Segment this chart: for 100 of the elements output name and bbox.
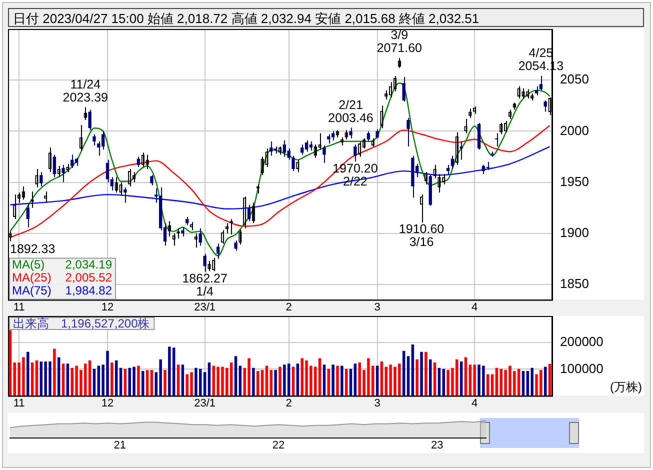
bar [137,366,140,396]
bar [208,362,211,396]
bar [460,361,463,396]
x-tick-label: 11 [13,397,25,410]
bar [35,360,38,396]
bar [344,368,348,396]
annotation: 2,005.52 [65,270,112,285]
bar [442,368,446,396]
annotation: 1910.60 3/16 [398,222,444,250]
bar [230,362,233,396]
y-tick-label: 2050 [560,72,589,87]
annotation: 11/24 2023.39 [62,77,108,104]
candlestick [544,100,547,112]
bar [473,364,476,396]
bar [340,366,344,396]
bar [234,356,238,396]
candlestick [106,159,110,183]
x-tick-label: 4 [472,397,478,410]
candlestick [92,134,96,146]
bar [181,364,184,396]
candlestick [181,226,184,237]
annotation: 2/21 2003.46 [328,98,374,125]
bar [119,368,122,396]
x-tick-label: 11 [13,301,25,314]
bar [203,372,206,396]
x-tick-label: 21 [114,439,126,452]
bar [433,362,436,396]
bar [349,368,352,396]
bar [287,364,290,396]
candlestick [300,144,304,156]
line-series [10,146,550,210]
bar [238,366,242,396]
bar [164,370,166,396]
y-tick-label: 1900 [560,224,589,240]
bar [172,348,176,396]
x-tick-label: 23/1 [194,301,216,314]
y-tick-label: 100000 [560,360,604,376]
x-tick-label: 22 [272,439,285,452]
bar [517,368,520,396]
candlestick [446,164,450,176]
candlestick [247,204,251,222]
candlestick [88,109,92,131]
x-tick-label: 2 [286,397,292,410]
y-axis-title: (万株) [610,380,642,394]
bar [327,368,330,396]
candlestick [198,228,202,246]
bar [110,362,114,396]
bar [424,352,428,396]
bar [283,364,286,396]
bar [296,364,300,396]
bar [332,364,334,396]
y-tick-label: 1950 [560,174,589,189]
annotation: 1892.33 [10,242,56,256]
bar [168,346,171,396]
candlestick [331,130,335,141]
bar [114,360,118,396]
candlestick [304,140,308,152]
candlestick [203,253,206,272]
bar [142,371,144,396]
bar [318,358,322,396]
candlestick [495,132,498,148]
line-series [10,124,550,238]
candlestick [234,240,238,252]
candlestick [406,117,410,148]
bar [124,368,127,396]
bar [190,372,193,396]
bar [30,362,34,396]
bar [406,356,410,396]
candlestick [282,140,286,158]
bar [548,364,552,396]
annotation: 1862.27 1/4 [182,272,228,299]
x-tick-label: 23 [431,439,444,452]
bar [380,361,384,396]
text: MA(5) [12,258,45,272]
candlestick [402,76,406,102]
candlestick [366,130,370,142]
bar [260,370,264,396]
bar [384,366,388,396]
candlestick [450,155,454,170]
candlestick [309,140,313,152]
annotation: 1,984.82 [65,284,112,298]
annotation: 2,034.19 [65,258,112,272]
candlestick [216,243,220,260]
x-tick-label: 12 [101,397,114,410]
bar [464,357,468,396]
bar [411,344,414,396]
y-tick-label: 2000 [560,122,589,138]
candlestick [136,156,140,168]
bar [212,366,216,396]
text: MA(75) [12,284,52,298]
bar [150,370,154,396]
bar [159,359,162,396]
bar [97,366,100,396]
bar [256,371,260,396]
y-tick-label: 1850 [560,276,589,292]
chart-title: 出来高 1,196,527,200株 [13,316,150,330]
bar [252,368,255,396]
candlestick [376,128,379,139]
bar [530,368,534,396]
bar [88,360,92,396]
